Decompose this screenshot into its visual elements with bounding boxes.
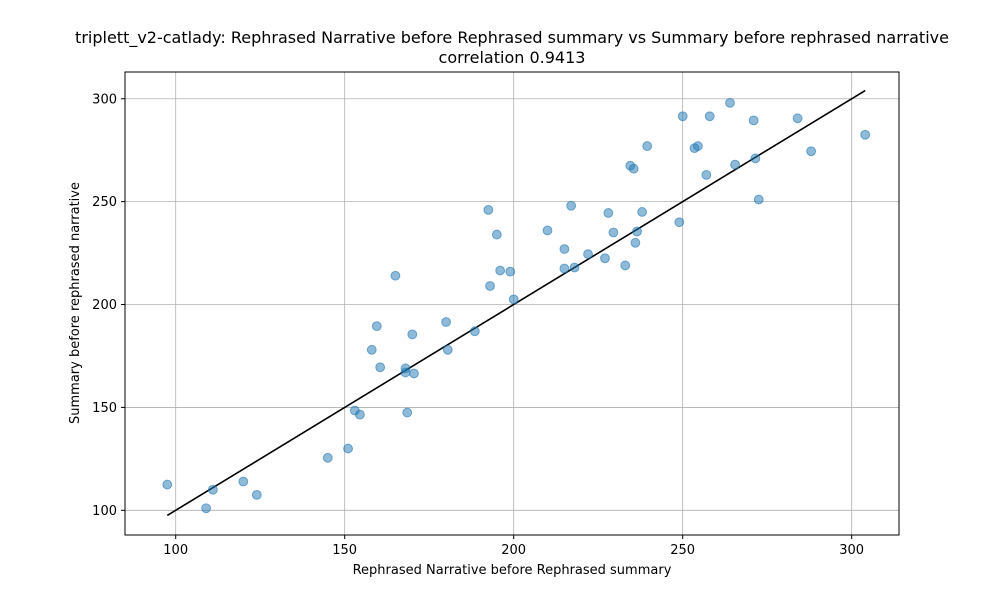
points-layer <box>162 97 871 514</box>
data-point <box>371 321 382 332</box>
data-point <box>730 159 740 170</box>
data-point <box>630 237 641 248</box>
grid <box>125 72 899 535</box>
data-point <box>569 262 580 273</box>
data-point <box>505 266 516 277</box>
data-point <box>628 163 639 174</box>
y-tick-label: 250 <box>92 195 117 210</box>
data-point <box>559 263 570 274</box>
data-point <box>806 146 817 157</box>
data-point <box>485 281 495 291</box>
x-axis-label: Rephrased Narrative before Rephrased sum… <box>353 563 672 578</box>
data-point <box>251 489 262 500</box>
data-point <box>608 227 619 238</box>
data-point <box>792 113 803 124</box>
data-point <box>409 368 419 379</box>
data-point <box>632 226 642 237</box>
data-point <box>442 344 453 355</box>
chart-title: triplett_v2-catlady: Rephrased Narrative… <box>75 28 949 48</box>
data-point <box>400 367 411 378</box>
ticks-layer: 100 150 200 250 300 100 150 200 250 300 <box>92 92 864 558</box>
chart-subtitle: correlation 0.9413 <box>439 48 586 67</box>
data-point <box>402 407 413 418</box>
data-point <box>603 208 614 218</box>
data-point <box>642 141 653 151</box>
x-tick-label: 300 <box>839 543 864 558</box>
y-tick-label: 200 <box>92 298 117 313</box>
data-point <box>750 153 761 164</box>
data-point <box>483 204 494 215</box>
data-point <box>162 479 173 490</box>
data-point <box>542 225 553 236</box>
x-tick-label: 250 <box>670 543 695 558</box>
data-point <box>366 344 377 355</box>
data-point <box>441 317 451 327</box>
data-point <box>692 141 703 151</box>
data-point <box>674 217 685 228</box>
data-point <box>753 194 764 205</box>
x-tick-label: 150 <box>332 543 357 558</box>
data-point <box>495 265 506 276</box>
y-axis-label: Summary before rephrased narrative <box>68 182 83 424</box>
x-tick-label: 200 <box>501 543 526 558</box>
y-tick-label: 100 <box>92 504 117 519</box>
data-point <box>583 249 593 260</box>
data-point <box>637 207 648 217</box>
data-point <box>748 115 759 126</box>
data-point <box>677 111 688 122</box>
x-tick-label: 100 <box>163 543 188 558</box>
data-point <box>860 129 871 140</box>
data-point <box>207 484 218 495</box>
data-point <box>469 326 480 337</box>
data-point <box>725 97 735 108</box>
data-point <box>407 329 418 340</box>
data-point <box>201 503 212 514</box>
data-point <box>620 260 631 271</box>
data-point <box>322 452 333 463</box>
y-tick-label: 300 <box>92 92 117 107</box>
data-point <box>508 294 519 305</box>
data-point <box>343 443 353 454</box>
data-point <box>704 111 715 122</box>
data-point <box>390 270 401 281</box>
data-point <box>559 244 570 254</box>
data-point <box>375 362 386 373</box>
data-point <box>566 200 577 211</box>
data-point <box>701 169 712 180</box>
data-point <box>491 229 502 240</box>
data-point <box>238 476 249 487</box>
data-point <box>355 409 365 420</box>
y-tick-label: 150 <box>92 401 117 416</box>
data-point <box>600 253 610 264</box>
plot-frame <box>124 71 900 536</box>
